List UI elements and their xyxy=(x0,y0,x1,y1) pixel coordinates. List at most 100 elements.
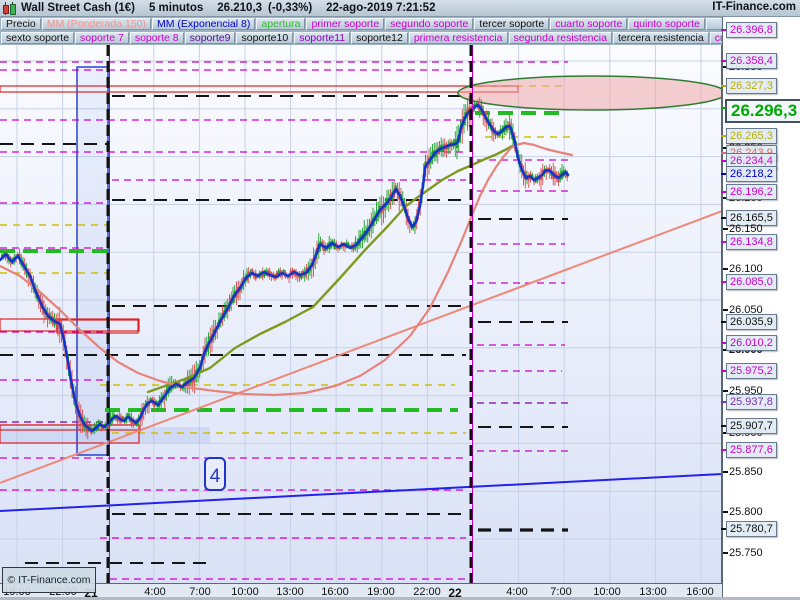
annotation-label: 4 xyxy=(210,466,221,487)
price-tick xyxy=(721,160,726,162)
toolbar-button-mm-ponderada-150-[interactable]: MM (Ponderada 150) xyxy=(41,18,151,30)
price-tick xyxy=(723,228,728,230)
chart-canvas[interactable]: 4 xyxy=(0,45,722,583)
toolbar-button-soporte12[interactable]: soporte12 xyxy=(351,32,408,44)
toolbar-button-sexto-soporte[interactable]: sexto soporte xyxy=(1,32,75,44)
time-label: 16:00 xyxy=(686,586,714,598)
price-label: 26.265,3 xyxy=(721,128,777,144)
change-percent: (-0,33%) xyxy=(268,2,313,14)
price-tick xyxy=(721,401,726,403)
price-tick xyxy=(723,511,728,513)
bottom-edge xyxy=(0,597,800,600)
price-label: 25.975,2 xyxy=(721,363,777,379)
candle-body xyxy=(527,175,530,181)
price-tick xyxy=(723,197,728,199)
watermark-label: © IT-Finance.com xyxy=(2,567,96,593)
last-price-title: 26.210,3 xyxy=(217,2,263,14)
time-label: 7:00 xyxy=(189,586,211,598)
toolbar-button-tercera-resistencia[interactable]: tercera resistencia xyxy=(612,32,709,44)
title-bar: Wall Street Cash (1€) 5 minutos 26.210,3… xyxy=(0,0,800,17)
ema-line xyxy=(0,103,570,433)
price-tick xyxy=(721,29,726,31)
toolbar-button-primera-resistencia[interactable]: primera resistencia xyxy=(408,32,508,44)
time-axis[interactable]: 19:0022:00214:007:0010:0013:0016:0019:00… xyxy=(0,583,722,600)
time-label: 13:00 xyxy=(639,586,667,598)
indicator-toolbar-row2: sexto soporte soporte 7 soporte 8 soporte9 s… xyxy=(0,31,722,45)
price-label: 26.234,4 xyxy=(721,153,777,169)
price-label: 25.877,6 xyxy=(721,442,777,458)
price-label: 26.134,8 xyxy=(721,234,777,250)
toolbar-button-soporte-7[interactable]: soporte 7 xyxy=(75,32,129,44)
price-tick xyxy=(721,85,726,87)
timeframe-label: 5 minutos xyxy=(148,2,204,14)
time-label: 4:00 xyxy=(144,586,166,598)
toolbar-button-segunda-resistencia[interactable]: segunda resistencia xyxy=(508,32,612,44)
instrument-title: Wall Street Cash (1€) xyxy=(21,2,135,14)
price-tick xyxy=(721,528,726,530)
price-tick xyxy=(721,241,726,243)
time-label: 10:00 xyxy=(593,586,621,598)
toolbar-button-apertura[interactable]: apertura xyxy=(256,18,306,30)
toolbar-button-cuarto-soporte[interactable]: cuarto soporte xyxy=(550,18,628,30)
price-label: 25.850 xyxy=(723,465,763,479)
price-label: 25.907,7 xyxy=(721,418,777,434)
time-label: 10:00 xyxy=(231,586,259,598)
toolbar-button-tercer-soporte[interactable]: tercer soporte xyxy=(474,18,550,30)
price-label: 26.165,5 xyxy=(721,210,777,226)
toolbar-button-soporte10[interactable]: soporte10 xyxy=(236,32,294,44)
toolbar-button-segundo-soporte[interactable]: segundo soporte xyxy=(385,18,474,30)
annotation-box xyxy=(204,457,226,491)
aux-ma-line xyxy=(146,144,514,394)
price-label: 26.150 xyxy=(723,222,763,236)
price-tick xyxy=(721,321,726,323)
toolbar-button-soporte11[interactable]: soporte11 xyxy=(294,32,351,44)
time-label: 22 xyxy=(448,586,462,600)
price-tick xyxy=(723,268,728,270)
candlestick-icon xyxy=(3,1,17,15)
price-tick xyxy=(721,107,726,109)
price-tick xyxy=(723,309,728,311)
price-label: 26.050 xyxy=(723,303,763,317)
time-label: 4:00 xyxy=(506,586,528,598)
price-tick xyxy=(721,425,726,427)
time-label: 7:00 xyxy=(550,586,572,598)
support-zone-band xyxy=(0,427,210,443)
selection-box xyxy=(76,66,109,456)
trend-line xyxy=(0,473,722,512)
price-tick xyxy=(721,152,726,154)
toolbar-button-primer-soporte[interactable]: primer soporte xyxy=(306,18,385,30)
price-tick xyxy=(721,191,726,193)
price-label: 26.196,2 xyxy=(721,184,777,200)
toolbar-button-precio[interactable]: Precio xyxy=(1,18,41,30)
price-tick xyxy=(723,432,728,434)
price-label: 25.780,7 xyxy=(721,521,777,537)
price-axis[interactable]: 26.396,826.35026.358,426.327,326.265,326… xyxy=(721,17,800,597)
chart-plot-area[interactable]: 4 xyxy=(0,45,722,583)
toolbar-button-soporte-8[interactable]: soporte 8 xyxy=(129,32,184,44)
price-label: 26.100 xyxy=(723,262,763,276)
trend-line xyxy=(0,210,722,484)
toolbar-button-quinto-soporte[interactable]: quinto soporte xyxy=(628,18,705,30)
price-tick xyxy=(721,217,726,219)
candle-body xyxy=(282,270,285,275)
time-label: 16:00 xyxy=(321,586,349,598)
price-label: 25.937,8 xyxy=(721,394,777,410)
price-tick xyxy=(723,471,728,473)
toolbar-button-soporte9[interactable]: soporte9 xyxy=(184,32,236,44)
price-label: 26.218,2 xyxy=(721,166,777,182)
price-tick xyxy=(723,147,728,149)
toolbar-button-cuarta-re[interactable]: cuarta re xyxy=(709,32,722,44)
price-tick xyxy=(721,281,726,283)
indicator-toolbar-row1: Precio MM (Ponderada 150) MM (Exponencial … xyxy=(0,17,722,31)
toolbar-button-mm-exponencial-8-[interactable]: MM (Exponencial 8) xyxy=(151,18,256,30)
candle-body xyxy=(149,398,152,403)
brand-label: IT-Finance.com xyxy=(712,1,796,13)
toolbar-button-empty[interactable] xyxy=(705,18,722,30)
price-label: 26.035,9 xyxy=(721,314,777,330)
price-label: 25.800 xyxy=(723,505,763,519)
resistance-ellipse xyxy=(457,75,722,111)
price-tick xyxy=(723,349,728,351)
price-tick xyxy=(721,342,726,344)
price-label: 26.358,4 xyxy=(721,53,777,69)
